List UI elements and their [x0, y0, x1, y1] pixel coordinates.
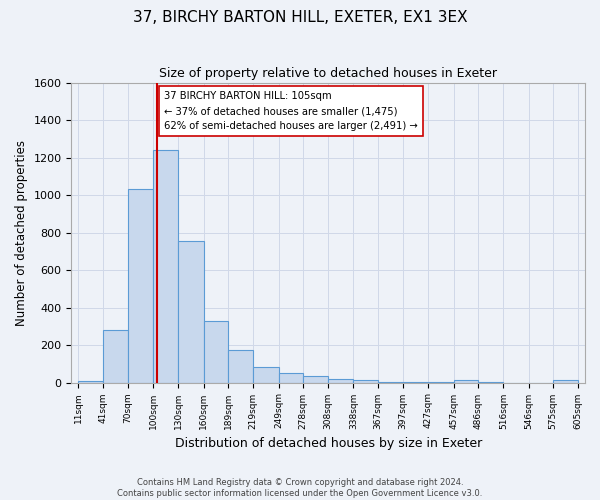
- Text: Contains HM Land Registry data © Crown copyright and database right 2024.
Contai: Contains HM Land Registry data © Crown c…: [118, 478, 482, 498]
- Bar: [253, 366, 278, 382]
- Bar: [178, 241, 203, 382]
- Bar: [454, 380, 478, 382]
- Bar: [103, 330, 128, 382]
- Bar: [303, 376, 328, 382]
- Text: 37, BIRCHY BARTON HILL, EXETER, EX1 3EX: 37, BIRCHY BARTON HILL, EXETER, EX1 3EX: [133, 10, 467, 25]
- Bar: [228, 350, 253, 382]
- Title: Size of property relative to detached houses in Exeter: Size of property relative to detached ho…: [159, 68, 497, 80]
- Bar: [128, 189, 153, 382]
- Bar: [153, 150, 178, 382]
- Y-axis label: Number of detached properties: Number of detached properties: [15, 140, 28, 326]
- Bar: [353, 380, 378, 382]
- Text: 37 BIRCHY BARTON HILL: 105sqm
← 37% of detached houses are smaller (1,475)
62% o: 37 BIRCHY BARTON HILL: 105sqm ← 37% of d…: [164, 92, 418, 131]
- Bar: [78, 380, 103, 382]
- Bar: [203, 321, 228, 382]
- Bar: [553, 380, 578, 382]
- Bar: [328, 379, 353, 382]
- X-axis label: Distribution of detached houses by size in Exeter: Distribution of detached houses by size …: [175, 437, 482, 450]
- Bar: [278, 373, 303, 382]
